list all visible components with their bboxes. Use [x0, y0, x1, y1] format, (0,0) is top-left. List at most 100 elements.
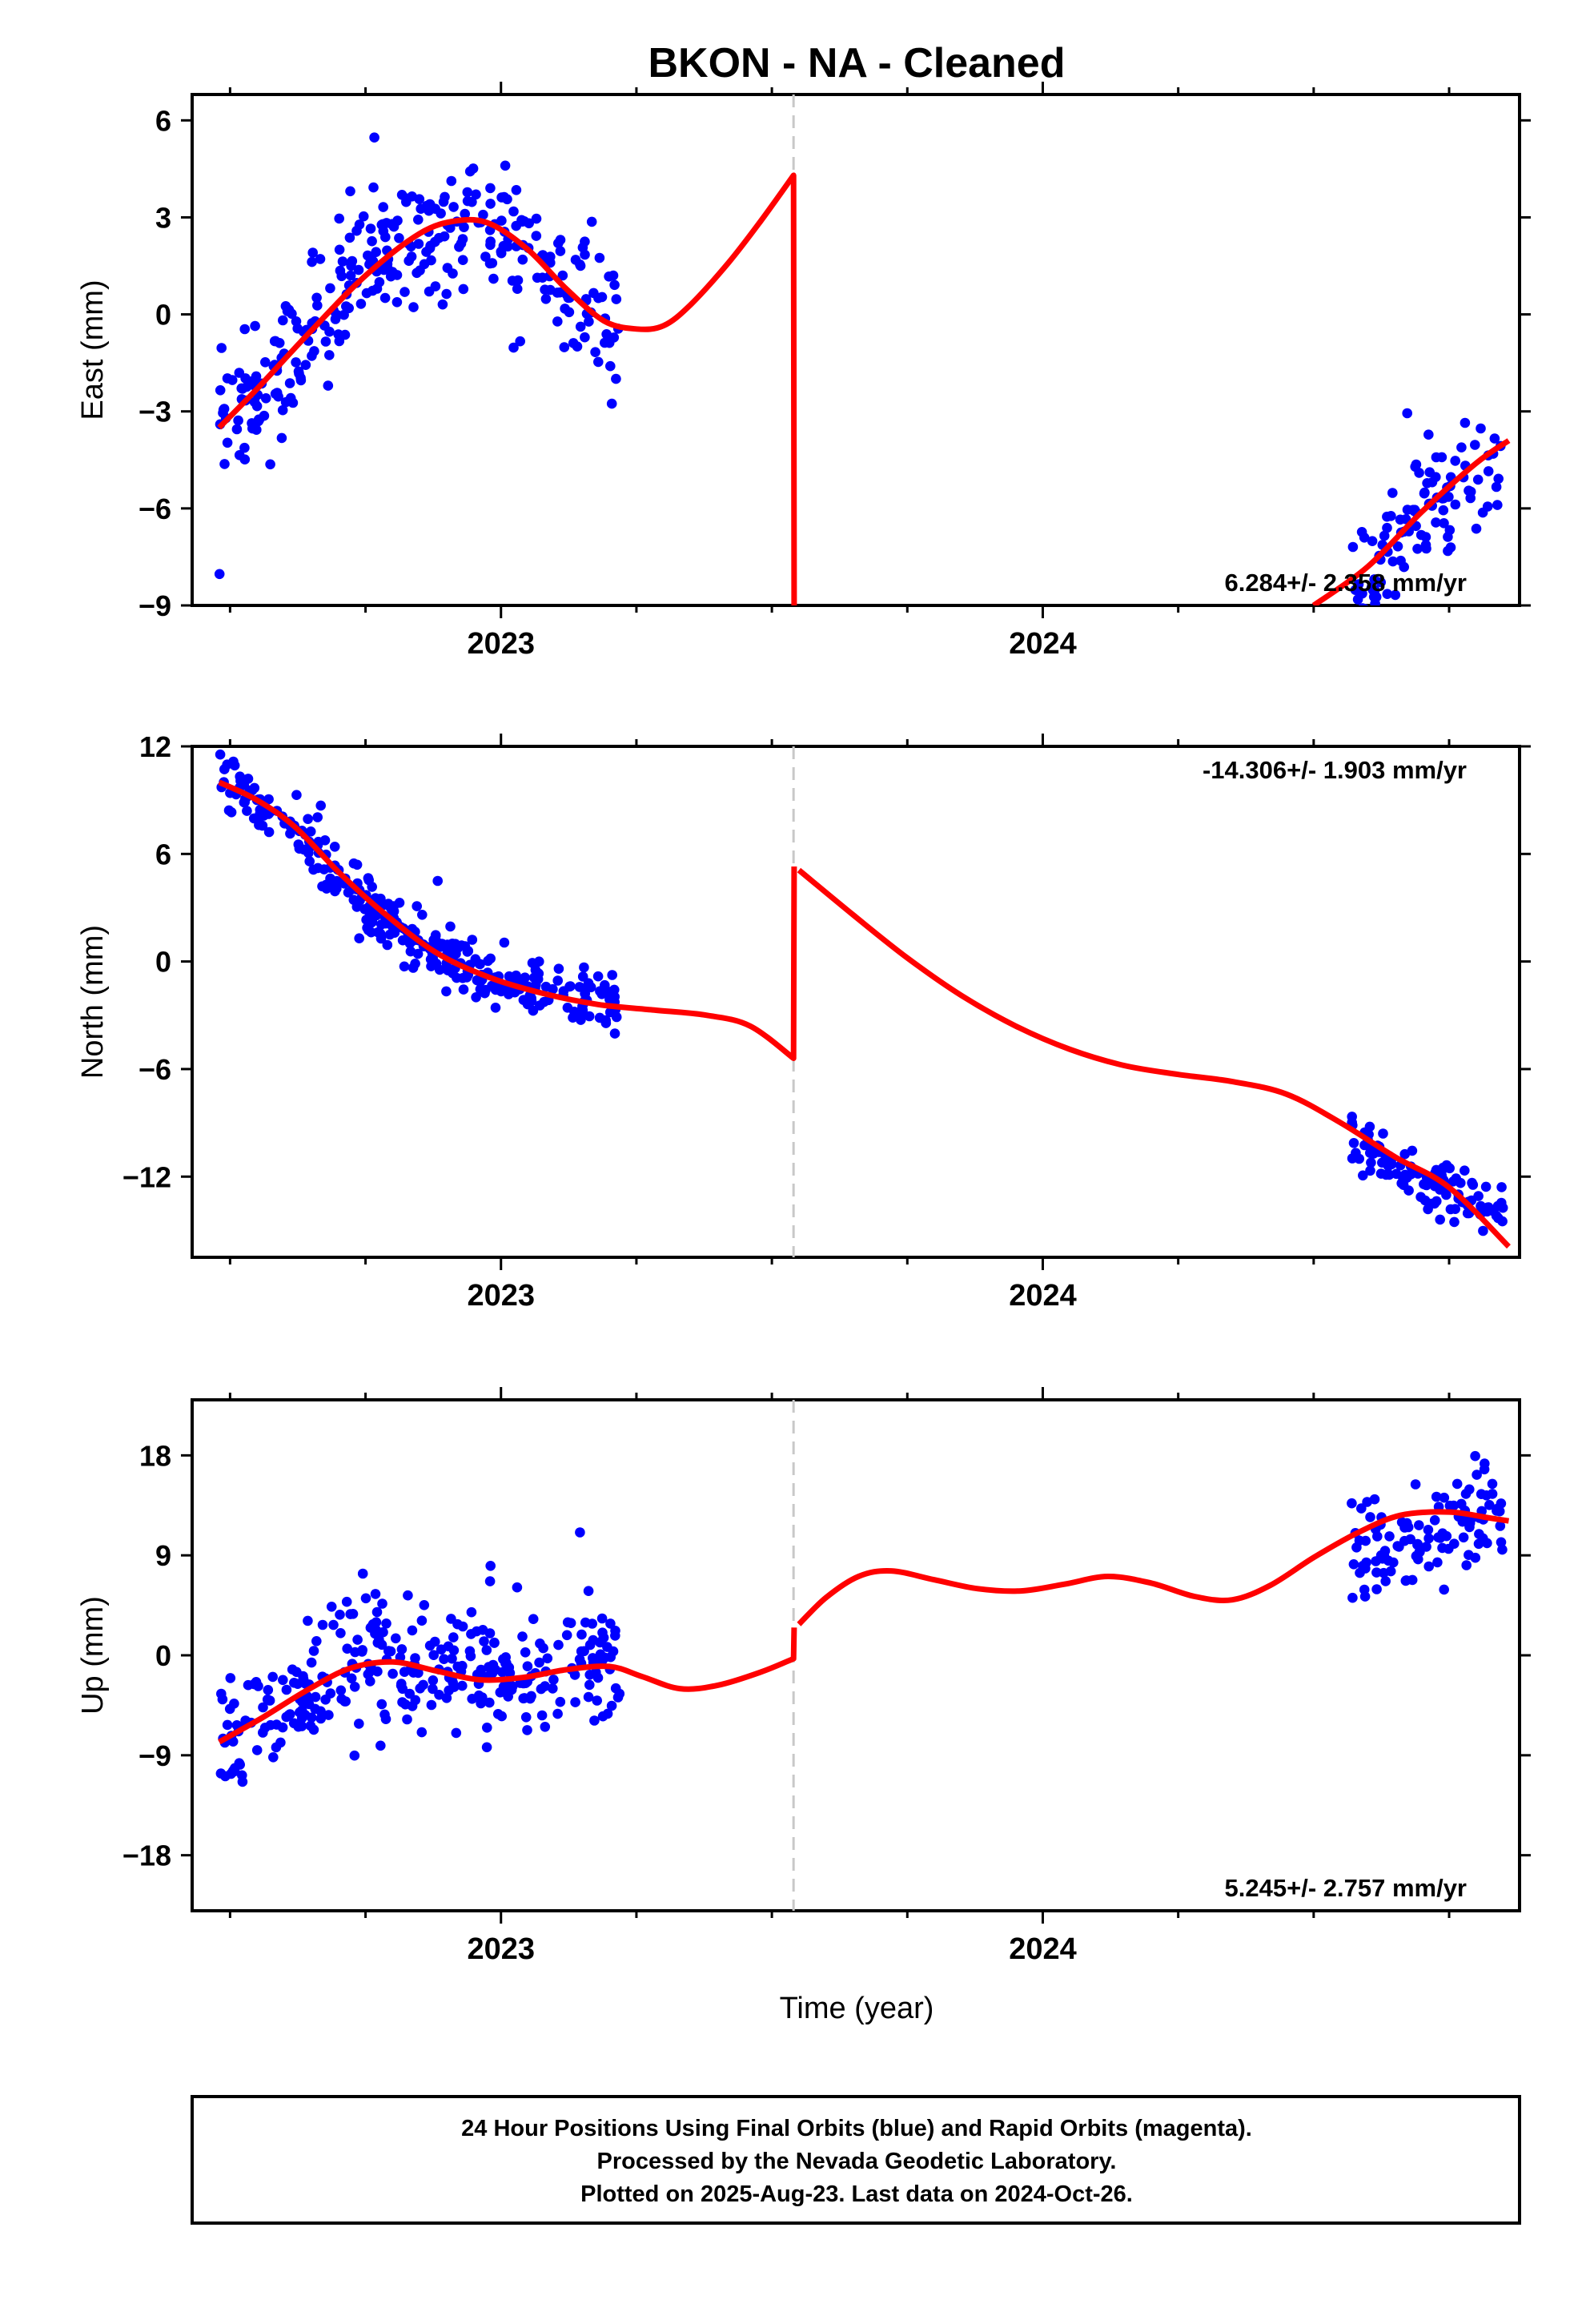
data-point: [458, 283, 469, 295]
data-point: [400, 287, 410, 297]
data-point: [408, 1667, 419, 1678]
data-point: [1421, 1180, 1431, 1191]
data-point: [480, 987, 490, 999]
chart-panel-2: 2023 2024 −12 −6 0 6 12 North (mm) -14.306+/- 1.…: [76, 730, 1531, 1313]
data-point: [399, 961, 410, 972]
fit-line: [218, 1627, 797, 1745]
data-point: [320, 336, 331, 347]
data-point: [580, 236, 590, 247]
data-point: [376, 219, 387, 231]
x-tick-label: 2024: [1009, 1279, 1077, 1313]
data-point: [542, 1653, 553, 1664]
data-point: [1449, 1538, 1460, 1549]
data-point: [1456, 442, 1467, 452]
data-point: [522, 1661, 533, 1671]
data-point: [1470, 1552, 1481, 1563]
data-point: [1414, 1520, 1424, 1530]
data-point: [1439, 518, 1449, 529]
data-point: [374, 277, 385, 287]
data-point: [439, 231, 450, 242]
data-point: [239, 324, 251, 335]
data-point: [1410, 1479, 1421, 1490]
data-point: [352, 1634, 363, 1645]
data-point: [383, 899, 394, 909]
data-point: [1435, 1214, 1445, 1225]
data-point: [419, 1600, 430, 1610]
data-point: [248, 813, 259, 824]
data-point: [1412, 544, 1423, 554]
data-point: [234, 368, 245, 378]
data-point: [583, 978, 594, 988]
data-point: [583, 1586, 594, 1596]
data-point: [428, 1675, 439, 1686]
data-point: [584, 1639, 596, 1651]
data-point: [1449, 1216, 1460, 1228]
data-point: [328, 1619, 339, 1630]
data-point: [562, 1617, 573, 1628]
data-point: [1379, 530, 1390, 541]
data-point: [485, 183, 496, 194]
data-point: [224, 1703, 235, 1715]
footer-line-3: Plotted on 2025-Aug-23. Last data on 202…: [580, 2181, 1133, 2207]
data-point: [575, 321, 586, 332]
data-point: [1370, 598, 1380, 605]
data-point: [421, 247, 432, 257]
data-point: [1384, 1531, 1395, 1542]
data-point: [416, 1615, 428, 1626]
data-point: [592, 971, 604, 982]
fit-line: [1311, 438, 1511, 605]
data-point: [1358, 1170, 1368, 1181]
data-point: [304, 856, 315, 866]
data-point: [508, 342, 519, 353]
data-point: [222, 1719, 233, 1731]
data-point: [518, 995, 529, 1005]
data-point: [326, 1602, 337, 1612]
data-point: [1419, 487, 1430, 498]
data-point: [1395, 514, 1406, 525]
data-point: [380, 231, 391, 243]
data-point: [288, 1718, 299, 1729]
data-point: [260, 393, 271, 404]
data-point: [334, 336, 345, 347]
data-point: [346, 1673, 357, 1684]
data-point: [354, 219, 365, 230]
data-point: [403, 1590, 413, 1601]
data-point: [1487, 1478, 1498, 1490]
data-point: [447, 1653, 457, 1664]
data-point: [1392, 541, 1403, 552]
data-point: [1360, 1535, 1371, 1546]
data-point: [484, 1576, 496, 1586]
data-point: [586, 216, 597, 227]
data-point: [259, 410, 270, 421]
y-tick-label: 0: [155, 946, 171, 979]
data-point: [227, 1766, 239, 1776]
data-point: [1439, 1492, 1450, 1503]
data-point: [489, 1637, 500, 1648]
data-point: [1407, 1574, 1418, 1586]
data-point: [1359, 1140, 1370, 1151]
data-point: [462, 195, 473, 207]
data-point: [268, 1752, 279, 1763]
data-point: [457, 234, 468, 244]
data-point: [434, 1690, 444, 1700]
fit-line: [217, 172, 797, 605]
data-point: [376, 1699, 387, 1710]
plot-content: [215, 1450, 1510, 1787]
data-point: [330, 314, 341, 324]
data-point: [315, 1713, 327, 1724]
data-point: [487, 1668, 498, 1679]
data-point: [249, 782, 260, 794]
data-point: [379, 292, 391, 304]
data-point: [504, 971, 515, 982]
data-point: [431, 959, 442, 969]
fit-line: [797, 867, 1511, 1249]
data-point: [1387, 488, 1398, 498]
y-tick-label: 6: [155, 838, 171, 870]
data-point: [325, 283, 335, 294]
data-point: [507, 275, 518, 286]
data-point: [440, 191, 450, 203]
data-point: [1476, 423, 1486, 434]
data-point: [596, 292, 608, 303]
data-point: [243, 1679, 254, 1691]
